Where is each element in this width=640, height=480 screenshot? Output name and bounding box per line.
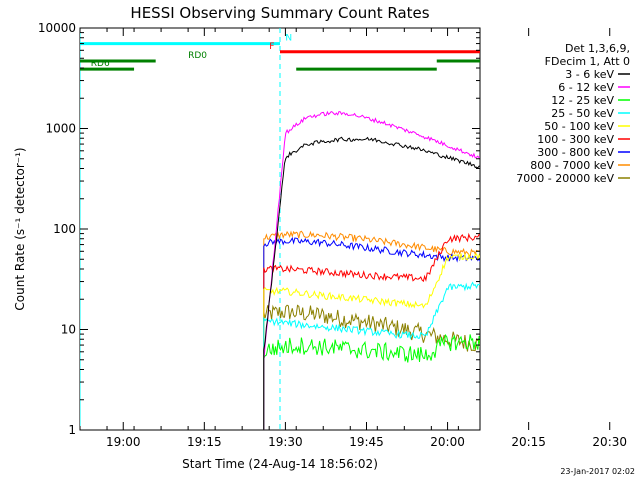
- series-line-6-12-kev: [263, 110, 480, 430]
- legend-label-50-100-kev: 50 - 100 keV: [544, 120, 614, 133]
- x-tick-label-5: 20:15: [511, 435, 546, 449]
- series-line-800-7000-kev: [263, 230, 480, 430]
- legend-label-800-7000-kev: 800 - 7000 keV: [530, 159, 614, 172]
- y-tick-label-1: 10: [61, 323, 76, 337]
- series-line-50-100-kev: [263, 252, 480, 430]
- state-bar-label-rd6: RD6: [91, 59, 110, 69]
- state-bar-label-f: F: [269, 42, 274, 52]
- y-tick-label-2: 100: [53, 222, 76, 236]
- x-tick-label-4: 20:00: [430, 435, 465, 449]
- series-line-7000-20000-kev: [263, 304, 480, 430]
- legend-label-100-300-kev: 100 - 300 keV: [537, 133, 614, 146]
- x-tick-label-6: 20:30: [592, 435, 627, 449]
- series-line-100-300-kev: [263, 232, 480, 430]
- y-tick-label-3: 1000: [45, 122, 76, 136]
- x-tick-label-0: 19:00: [106, 435, 141, 449]
- legend-label-300-800-kev: 300 - 800 keV: [537, 146, 614, 159]
- x-tick-label-1: 19:15: [187, 435, 222, 449]
- plot-content: N F RD0 RD6: [80, 28, 480, 430]
- legend-label-6-12-kev: 6 - 12 keV: [558, 81, 614, 94]
- x-tick-label-2: 19:30: [268, 435, 303, 449]
- state-bar-label-n: N: [285, 34, 292, 44]
- state-bar-label-rd0: RD0: [188, 51, 207, 61]
- x-tick-label-3: 19:45: [349, 435, 384, 449]
- legend-label-12-25-kev: 12 - 25 keV: [551, 94, 614, 107]
- y-axis-label: Count Rate (s⁻¹ detector⁻¹): [13, 147, 27, 310]
- y-axis: 1 10 100 1000 10000: [38, 21, 480, 437]
- series-line-25-50-kev: [263, 281, 480, 430]
- legend-header-1: FDecim 1, Att 0: [545, 55, 630, 68]
- series-line-3-6-kev: [263, 136, 480, 430]
- date-stamp: 23-Jan-2017 02:02: [560, 467, 635, 476]
- legend-label-3-6-kev: 3 - 6 keV: [565, 68, 614, 81]
- series-line-300-800-kev: [263, 236, 480, 430]
- series-line-12-25-kev: [263, 333, 480, 430]
- legend-header-0: Det 1,3,6,9,: [565, 42, 630, 55]
- legend-label-25-50-kev: 25 - 50 keV: [551, 107, 614, 120]
- y-tick-label-0: 1: [68, 423, 76, 437]
- legend-label-7000-20000-kev: 7000 - 20000 keV: [516, 172, 614, 185]
- y-tick-label-4: 10000: [38, 21, 76, 35]
- chart-title: HESSI Observing Summary Count Rates: [130, 4, 429, 22]
- x-axis-label: Start Time (24-Aug-14 18:56:02): [182, 457, 378, 471]
- x-axis: 19:00 19:15 19:30 19:45 20:00 20:15 20:30: [79, 28, 627, 449]
